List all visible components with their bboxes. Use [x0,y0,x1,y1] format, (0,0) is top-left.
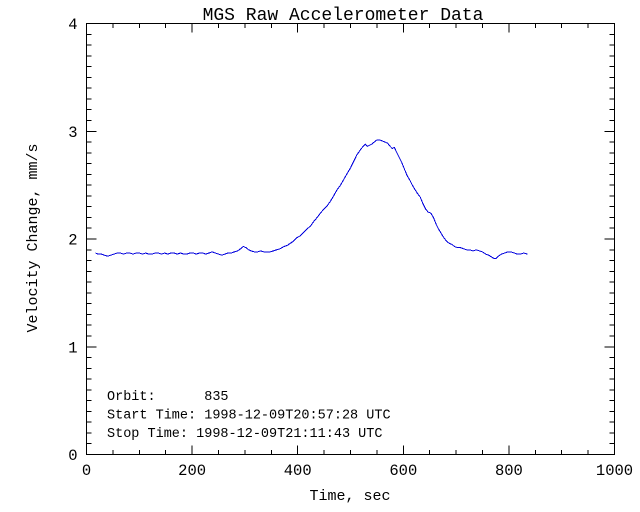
x-tick-label: 400 [284,462,312,480]
annotation-line: Start Time: 1998-12-09T20:57:28 UTC [107,409,391,424]
orbit-info-annotations: Orbit: 835 Start Time: 1998-12-09T20:57:2… [107,390,391,442]
x-tick-label: 200 [178,462,206,480]
velocity-series-line [95,139,528,259]
y-tick-label: 1 [68,339,77,357]
axis-tick-labels: 0 200 400 600 800 1000 0 1 2 3 4 [68,16,633,480]
x-tick-label: 0 [82,462,91,480]
x-tick-label: 1000 [596,462,633,480]
x-axis-label: Time, sec [309,488,390,505]
axis-ticks [86,23,615,455]
y-tick-label: 0 [68,447,77,465]
y-tick-label: 2 [68,232,77,250]
annotation-line: Stop Time: 1998-12-09T21:11:43 UTC [107,427,382,442]
chart-title: MGS Raw Accelerometer Data [203,6,484,26]
y-tick-label: 3 [68,124,77,142]
annotation-line: Orbit: 835 [107,390,229,405]
y-tick-label: 4 [68,16,77,34]
x-tick-label: 800 [495,462,523,480]
y-axis-label: Velocity Change, mm/s [25,143,42,332]
x-tick-label: 600 [389,462,417,480]
